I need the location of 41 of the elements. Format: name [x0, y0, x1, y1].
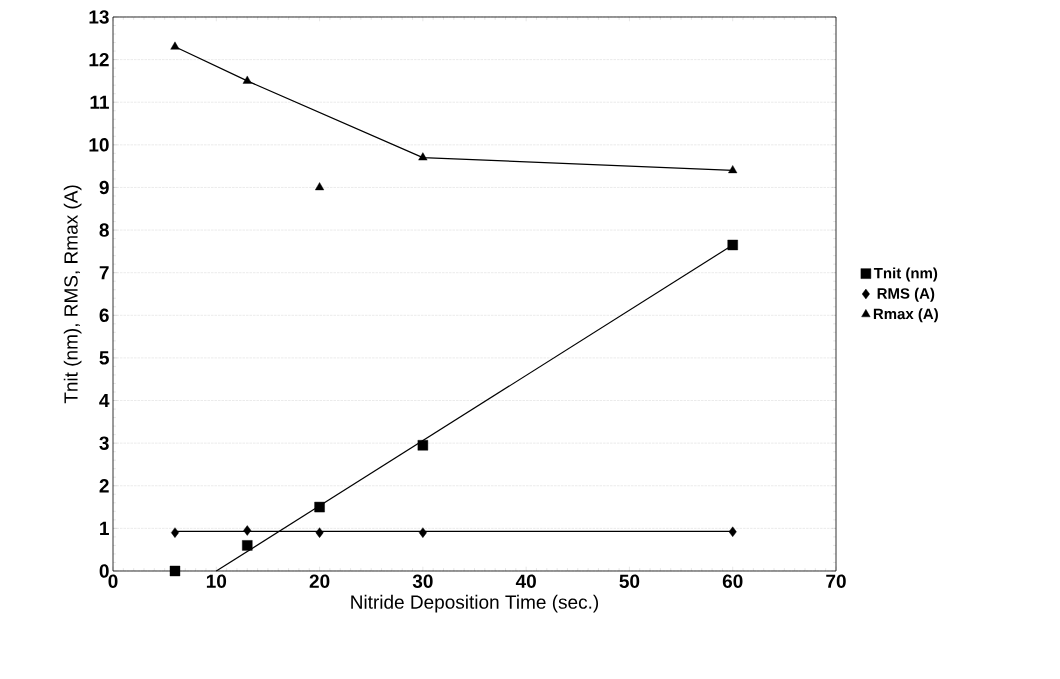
y-tick-label: 9	[99, 180, 109, 195]
point	[169, 565, 181, 577]
x-tick-label: 60	[722, 574, 743, 588]
point	[727, 239, 738, 251]
y-tick-label: 3	[99, 436, 109, 450]
legend-label: Rmax (A)	[873, 308, 938, 323]
y-tick-label: 12	[89, 52, 109, 67]
y-tick-label: 11	[90, 95, 109, 109]
point	[314, 501, 325, 513]
point	[243, 525, 252, 536]
point	[418, 527, 427, 538]
x-tick-label: 70	[826, 574, 846, 588]
point	[728, 165, 738, 174]
point	[315, 527, 324, 538]
x-tick-label: 50	[619, 574, 640, 588]
y-axis-title: Tnit (nm), RMS, Rmax (A)	[63, 185, 82, 404]
legend-label: Tnit (nm)	[873, 267, 938, 282]
point	[417, 440, 429, 451]
y-tick-label: 6	[99, 308, 109, 323]
x-tick-label: 10	[206, 574, 227, 588]
point	[171, 527, 179, 538]
y-tick-label: 5	[99, 351, 109, 365]
point	[242, 75, 252, 84]
y-tick-label: 1	[100, 521, 109, 535]
y-tick-label: 13	[89, 10, 109, 24]
y-tick-label: 10	[89, 138, 109, 152]
point	[418, 152, 428, 161]
point	[728, 526, 737, 537]
legend-label: RMS (A)	[877, 287, 935, 302]
y-tick-label: 2	[99, 479, 109, 493]
point	[315, 182, 325, 191]
x-axis-title: Nitride Deposition Time (sec.)	[351, 594, 599, 613]
x-tick-label: 30	[412, 574, 433, 589]
point	[242, 540, 253, 551]
y-tick-label: 4	[99, 394, 110, 408]
point	[170, 41, 180, 50]
y-tick-label: 8	[99, 223, 109, 237]
y-tick-label: 7	[99, 266, 109, 280]
x-tick-label: 20	[309, 574, 330, 588]
x-tick-label: 40	[515, 574, 536, 588]
y-tick-label: 0	[99, 564, 109, 578]
